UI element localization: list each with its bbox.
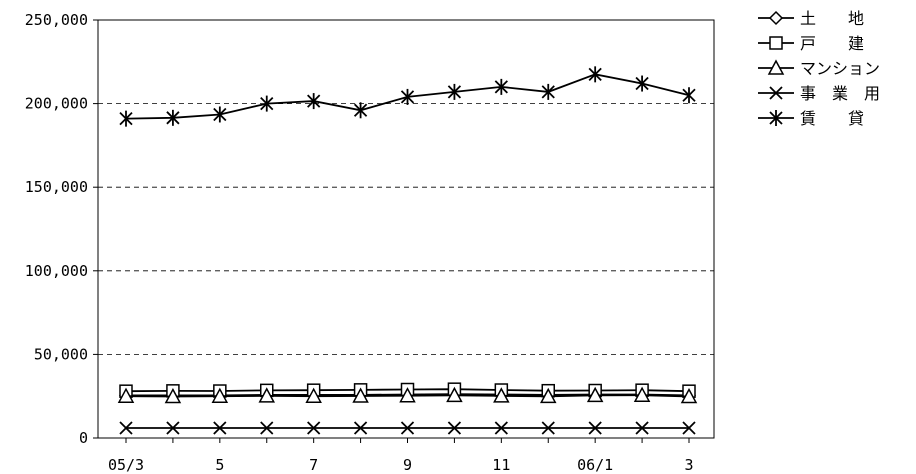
plot-area bbox=[97, 19, 715, 439]
x-axis: 05/3 5 7 9 11 06/1 3 bbox=[108, 438, 694, 474]
data-point bbox=[260, 95, 274, 112]
x-tick-label: 05/3 bbox=[108, 456, 144, 474]
legend-label: 土 地 bbox=[800, 9, 864, 28]
data-point bbox=[166, 109, 180, 126]
data-point bbox=[588, 66, 602, 83]
data-point bbox=[164, 387, 182, 404]
data-point bbox=[447, 83, 462, 100]
y-tick-label: 100,000 bbox=[25, 262, 88, 280]
data-point bbox=[166, 421, 180, 435]
legend-marker bbox=[769, 110, 783, 126]
data-point bbox=[305, 387, 322, 403]
legend-label: 戸 建 bbox=[800, 34, 864, 53]
data-point bbox=[682, 421, 696, 435]
legend-label: 賃 貸 bbox=[800, 109, 864, 128]
legend-marker bbox=[768, 10, 784, 26]
data-point bbox=[541, 83, 555, 100]
data-point bbox=[588, 421, 602, 435]
data-point bbox=[213, 421, 227, 435]
x-tick-label: 9 bbox=[403, 456, 412, 474]
data-point bbox=[494, 78, 508, 95]
data-point bbox=[352, 387, 369, 403]
data-point bbox=[539, 387, 557, 404]
data-point bbox=[400, 421, 415, 435]
y-tick-label: 200,000 bbox=[25, 95, 88, 113]
data-point bbox=[635, 421, 649, 435]
data-point bbox=[211, 387, 229, 403]
x-tick-label: 3 bbox=[684, 456, 693, 474]
data-point bbox=[307, 93, 321, 110]
data-point bbox=[307, 421, 321, 435]
legend-label: マンション bbox=[800, 59, 880, 78]
x-tick-label: 06/1 bbox=[577, 456, 613, 474]
data-point bbox=[353, 102, 368, 119]
data-point bbox=[494, 421, 508, 435]
data-point bbox=[353, 421, 368, 435]
data-point bbox=[119, 110, 133, 127]
data-point bbox=[493, 387, 510, 403]
grid-lines bbox=[98, 103, 714, 355]
data-point bbox=[635, 75, 649, 92]
data-point bbox=[447, 421, 462, 435]
data-point bbox=[400, 88, 415, 105]
data-point bbox=[399, 387, 416, 403]
data-point bbox=[682, 87, 696, 104]
data-point bbox=[213, 106, 227, 123]
data-point bbox=[586, 386, 604, 403]
data-point bbox=[446, 386, 463, 403]
data-point bbox=[258, 387, 276, 403]
data-point bbox=[260, 421, 274, 435]
data-point bbox=[117, 387, 135, 403]
legend-marker bbox=[769, 36, 783, 50]
x-tick-label: 11 bbox=[492, 456, 510, 474]
data-point bbox=[633, 386, 651, 402]
legend-marker bbox=[769, 86, 783, 100]
legend-label: 事 業 用 bbox=[800, 84, 880, 103]
y-tick-label: 50,000 bbox=[34, 345, 88, 363]
data-point bbox=[680, 387, 698, 404]
y-tick-label: 250,000 bbox=[25, 11, 88, 29]
x-tick-label: 5 bbox=[215, 456, 224, 474]
y-axis: 0 50,000 100,000 150,000 200,000 250,000 bbox=[25, 11, 98, 447]
legend-marker bbox=[767, 59, 785, 75]
series-layer bbox=[117, 66, 698, 435]
y-tick-label: 150,000 bbox=[25, 178, 88, 196]
y-tick-label: 0 bbox=[79, 429, 88, 447]
data-point bbox=[541, 421, 555, 435]
x-tick-label: 7 bbox=[309, 456, 318, 474]
data-point bbox=[119, 421, 133, 435]
